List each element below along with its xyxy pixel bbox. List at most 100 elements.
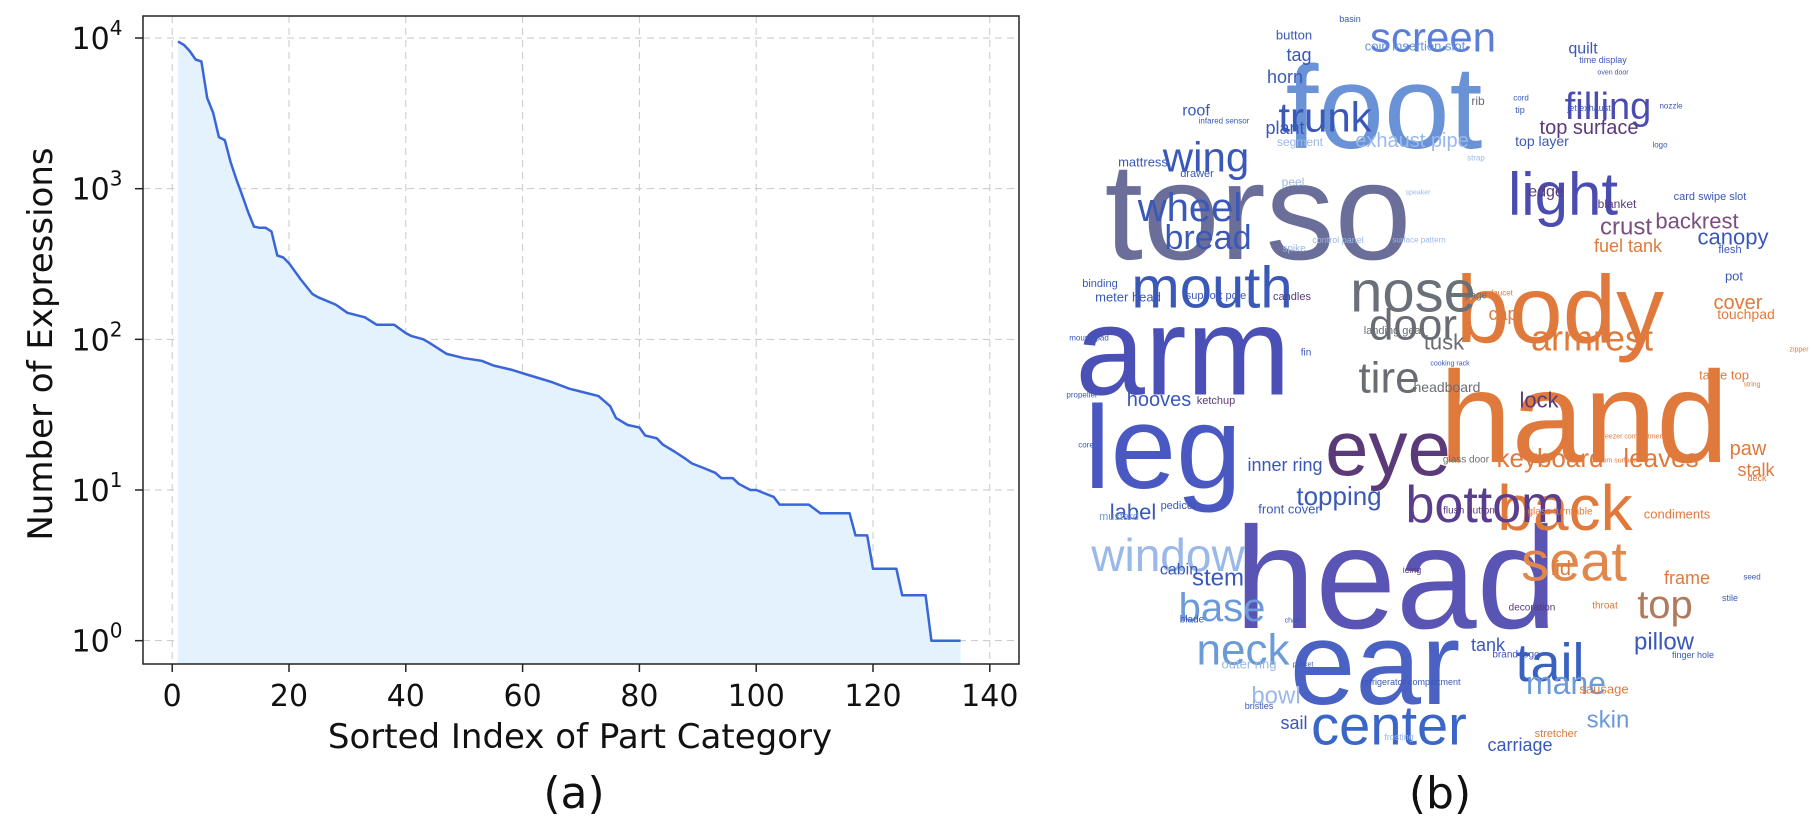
cloud-word: drawer	[1180, 168, 1214, 180]
cloud-word: propeller	[1066, 391, 1097, 400]
cloud-word: strap	[1467, 154, 1485, 163]
cloud-word: bread	[1165, 219, 1252, 257]
area-fill	[178, 41, 961, 664]
cloud-word: top surface	[1540, 117, 1639, 139]
cloud-word: edge	[1528, 184, 1564, 201]
cloud-word: chain	[1285, 618, 1302, 625]
x-axis-title: Sorted Index of Part Category	[328, 717, 832, 757]
cloud-word: zipper	[1789, 347, 1809, 354]
cloud-word: speaker	[1406, 190, 1432, 197]
cloud-word: carriage	[1487, 735, 1552, 755]
cloud-word: glass door	[1443, 455, 1490, 466]
cloud-word: roof	[1182, 103, 1210, 120]
y-tick-label: 103	[72, 167, 123, 208]
cloud-word: freezer compartment	[1601, 434, 1666, 441]
cloud-word: tank	[1471, 635, 1506, 655]
cloud-word: nozzle	[1659, 102, 1683, 111]
cloud-word: mouse pad	[1069, 334, 1109, 343]
cloud-word: finger hole	[1672, 650, 1714, 660]
y-tick-label: 104	[72, 16, 123, 57]
cloud-word: oven door	[1597, 70, 1629, 77]
cloud-word: pedicel	[1161, 500, 1196, 512]
cloud-word: exhaust pipe	[1355, 130, 1468, 152]
cloud-word: leaves	[1623, 443, 1698, 473]
cloud-word: wing	[1162, 134, 1249, 181]
cloud-word: top layer	[1515, 133, 1569, 149]
data-line	[177, 40, 961, 642]
x-tick-label: 80	[620, 679, 658, 714]
cloud-word: nose	[1350, 260, 1476, 325]
cloud-word: landing gear	[1364, 325, 1425, 337]
cloud-word: armrest	[1531, 318, 1653, 359]
cloud-word: filling	[1565, 86, 1652, 128]
cloud-word: canopy	[1698, 225, 1769, 250]
cloud-word: flesh	[1718, 244, 1741, 256]
cloud-word: window	[1090, 529, 1245, 581]
cloud-word: base	[1179, 586, 1266, 630]
cloud-word: seat	[1521, 530, 1627, 593]
cloud-word: body	[1456, 257, 1664, 364]
y-tick-label: 101	[72, 468, 123, 509]
cloud-word: pillow	[1634, 629, 1695, 656]
cloud-word: basin	[1339, 14, 1361, 24]
cloud-word: stem	[1192, 565, 1244, 592]
cloud-word: coin insertion slot	[1365, 39, 1466, 54]
cloud-word: fin	[1301, 348, 1312, 359]
x-tick-label: 20	[270, 679, 308, 714]
cloud-word: outer ring	[1222, 657, 1277, 672]
cloud-word: core	[1078, 441, 1094, 450]
cloud-word: bottom	[1406, 476, 1565, 534]
cloud-word: blade	[1180, 615, 1205, 626]
cloud-word: hand	[1439, 344, 1728, 490]
cloud-word: refrigerator compartment	[1361, 677, 1461, 687]
cloud-word: card swipe slot	[1674, 191, 1747, 203]
cloud-word: logo	[1652, 141, 1668, 150]
cloud-word: leg	[1084, 382, 1241, 514]
cloud-word: faucet	[1491, 289, 1514, 298]
cloud-word: jet exhaust	[1566, 103, 1611, 113]
x-tick-label: 0	[163, 679, 182, 714]
cloud-word: skin	[1587, 707, 1630, 734]
cloud-word: deck	[1747, 473, 1767, 483]
cloud-word: keyboard	[1497, 443, 1604, 473]
cloud-word: paw	[1730, 438, 1767, 460]
cloud-word: throat	[1592, 601, 1618, 612]
cloud-word: tip	[1515, 105, 1525, 115]
cloud-word: infared sensor	[1199, 117, 1250, 126]
x-tick-label: 100	[728, 679, 785, 714]
cloud-word: door	[1369, 301, 1457, 350]
cloud-word: headboard	[1414, 379, 1481, 395]
cloud-word: cord	[1513, 94, 1529, 103]
cloud-word: flush button	[1443, 506, 1495, 517]
cloud-word: lock	[1519, 388, 1559, 413]
cloud-word: rib	[1471, 94, 1485, 108]
cloud-word: foot	[1286, 42, 1483, 174]
cloud-word: decoration	[1509, 603, 1556, 614]
cloud-word: control panel	[1312, 235, 1364, 245]
cloud-word: frame	[1664, 568, 1710, 588]
panel-b-label: (b)	[1409, 768, 1471, 819]
cloud-word: backrest	[1655, 209, 1738, 234]
cloud-word: crust	[1600, 214, 1652, 241]
cloud-word: seed	[1743, 573, 1760, 582]
cloud-word: tire	[1358, 354, 1419, 403]
cloud-word: cooking rack	[1430, 361, 1470, 368]
cloud-word: tusk	[1424, 330, 1465, 355]
cloud-word: brand logo	[1492, 650, 1540, 661]
cloud-word: hooves	[1127, 389, 1192, 411]
cloud-word: wheel	[1137, 186, 1243, 230]
cloud-word: quilt	[1568, 41, 1598, 58]
x-axis-ticks: 0 20 40 60 80 100 120 140	[163, 664, 1018, 714]
cloud-word: blanket	[1598, 197, 1637, 211]
cloud-word: torso	[1105, 135, 1412, 289]
cloud-word: inner ring	[1247, 455, 1322, 475]
cloud-word: bottom surface	[1591, 458, 1637, 465]
cloud-word: frosting	[1384, 732, 1414, 742]
cloud-word: neck	[1197, 626, 1291, 675]
cloud-word: bowl	[1251, 683, 1300, 710]
cloud-word: pot	[1725, 269, 1743, 284]
cloud-word: mustard	[1099, 511, 1139, 523]
cloud-word: back	[1497, 472, 1633, 544]
